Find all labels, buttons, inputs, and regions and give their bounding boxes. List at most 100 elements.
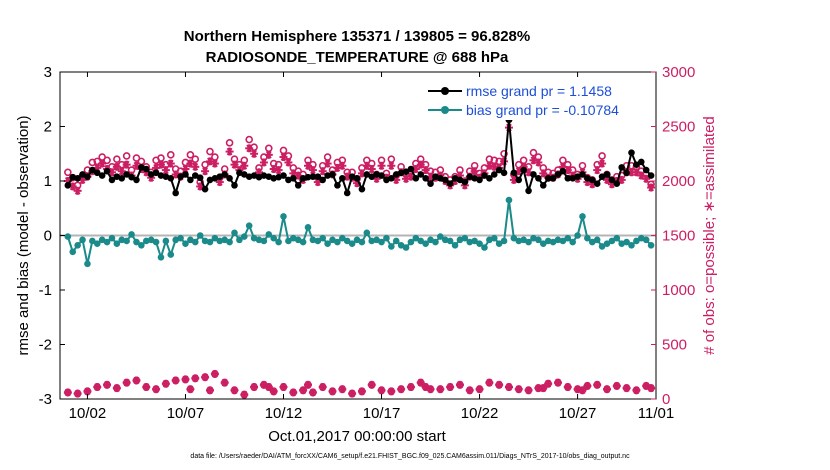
bias-series-point: [388, 243, 395, 250]
rmse-series-point: [103, 167, 111, 175]
obs-assimilated-lower-marker: [485, 378, 494, 387]
obs-assimilated-lower-marker: [436, 385, 445, 394]
obs-assimilated-lower-marker: [573, 385, 582, 394]
obs-assimilated-lower-marker: [112, 384, 121, 393]
x-tick-label: 10/02: [69, 405, 107, 422]
bias-series-point: [446, 237, 454, 245]
rmse-series-point: [231, 182, 238, 189]
obs-possible-marker: [206, 147, 214, 156]
rmse-series-point: [182, 171, 189, 178]
rmse-series-point: [84, 173, 91, 180]
rmse-series-point: [142, 165, 150, 173]
obs-possible-marker: [166, 151, 175, 159]
obs-possible-marker: [245, 135, 253, 144]
bias-series-point: [245, 222, 253, 229]
bias-series-point: [417, 237, 425, 245]
obs-assimilated-marker: [377, 161, 386, 170]
rmse-series-point: [201, 185, 209, 193]
bias-series-point: [422, 240, 429, 247]
bias-series-point: [505, 196, 513, 204]
bias-series-point: [314, 237, 322, 245]
rmse-series-point: [353, 174, 361, 182]
bias-series-point: [260, 237, 268, 245]
obs-assimilated-lower-marker: [142, 383, 151, 392]
obs-assimilated-marker: [250, 149, 259, 158]
obs-possible-marker: [598, 152, 606, 160]
obs-assimilated-marker: [122, 160, 131, 169]
obs-assimilated-lower-marker: [186, 385, 195, 394]
bias-series-point: [162, 237, 170, 245]
bias-series-point: [412, 234, 420, 242]
y-axis-left-ticks: -3 -2 -1 0 1 2 3: [39, 64, 65, 408]
bias-series-point: [113, 240, 121, 247]
bias-series-point: [108, 234, 116, 242]
rmse-series-point: [290, 174, 297, 182]
rmse-series-point: [152, 169, 160, 177]
obs-assimilated-lower-marker: [583, 381, 592, 390]
obs-assimilated-marker: [264, 150, 273, 159]
bias-series-point: [339, 234, 346, 242]
bias-series-point: [84, 260, 91, 268]
rmse-series-point: [128, 173, 135, 181]
rmse-series-point: [500, 169, 508, 177]
rmse-series-point: [378, 172, 385, 179]
bias-series-point: [324, 240, 331, 247]
bias-series-point: [299, 238, 307, 246]
obs-assimilated-marker: [304, 161, 313, 170]
obs-assimilated-lower-marker: [602, 385, 611, 394]
obs-assimilated-marker: [201, 167, 210, 176]
bias-series-point: [471, 237, 478, 245]
obs-assimilated-lower-marker: [152, 385, 161, 394]
obs-assimilated-lower-marker: [632, 386, 641, 395]
obs-assimilated-marker: [647, 183, 656, 192]
bias-series-point: [319, 234, 327, 242]
bias-series-point: [167, 251, 175, 258]
rmse-series-point: [412, 174, 420, 182]
rmse-series-point: [549, 174, 557, 182]
obs-assimilated-lower-marker: [308, 388, 317, 397]
bias-series-point: [481, 244, 488, 251]
obs-assimilated-marker: [563, 166, 572, 175]
obs-assimilated-marker: [470, 167, 479, 176]
rmse-series-point: [525, 187, 532, 195]
rmse-series-point: [588, 176, 596, 184]
bias-series-point: [363, 229, 371, 237]
rmse-series-point: [559, 167, 567, 175]
obs-assimilated-marker: [421, 166, 430, 175]
x-tick-label: 11/01: [638, 405, 674, 422]
bias-series-point: [569, 238, 576, 246]
rmse-series-point: [564, 174, 572, 182]
x-tick-label: 10/27: [559, 405, 597, 422]
obs-assimilated-lower-marker: [220, 378, 229, 387]
y-axis-right-ticks: 0 500 1000 1500 2000 2500 3000: [651, 64, 695, 408]
obs-assimilated-marker: [210, 159, 219, 168]
obs-assimilated-marker: [240, 161, 249, 170]
rmse-series-point: [427, 180, 434, 188]
bias-series-point: [495, 240, 503, 247]
rmse-series-point: [623, 169, 630, 177]
y-right-tick-label: 1500: [662, 228, 695, 245]
obs-assimilated-marker: [161, 166, 170, 175]
chart-title: Northern Hemisphere 135371 / 139805 = 96…: [184, 28, 530, 45]
bias-series-point: [133, 238, 140, 246]
obs-possible-marker: [225, 139, 234, 147]
rmse-series-point: [314, 173, 322, 180]
obs-assimilated-lower-marker: [63, 388, 72, 397]
bias-series-point: [407, 238, 415, 246]
bias-series-point: [231, 229, 238, 237]
bias-series-point: [265, 231, 273, 238]
rmse-series-point: [358, 185, 366, 193]
bias-series-point: [236, 236, 243, 244]
obs-assimilated-marker: [416, 160, 425, 169]
obs-assimilated-marker: [191, 162, 200, 171]
obs-assimilated-marker: [112, 162, 121, 171]
y-right-tick-label: 1000: [662, 282, 695, 299]
obs-assimilated-lower-marker: [210, 369, 219, 378]
bias-series-point: [74, 242, 81, 249]
obs-assimilated-lower-marker: [181, 375, 190, 384]
obs-assimilated-marker: [617, 175, 626, 184]
obs-assimilated-lower-marker: [161, 379, 170, 388]
y-tick-label: 2: [44, 119, 52, 136]
x-axis-label: Oct.01,2017 00:00:00 start: [268, 428, 446, 445]
